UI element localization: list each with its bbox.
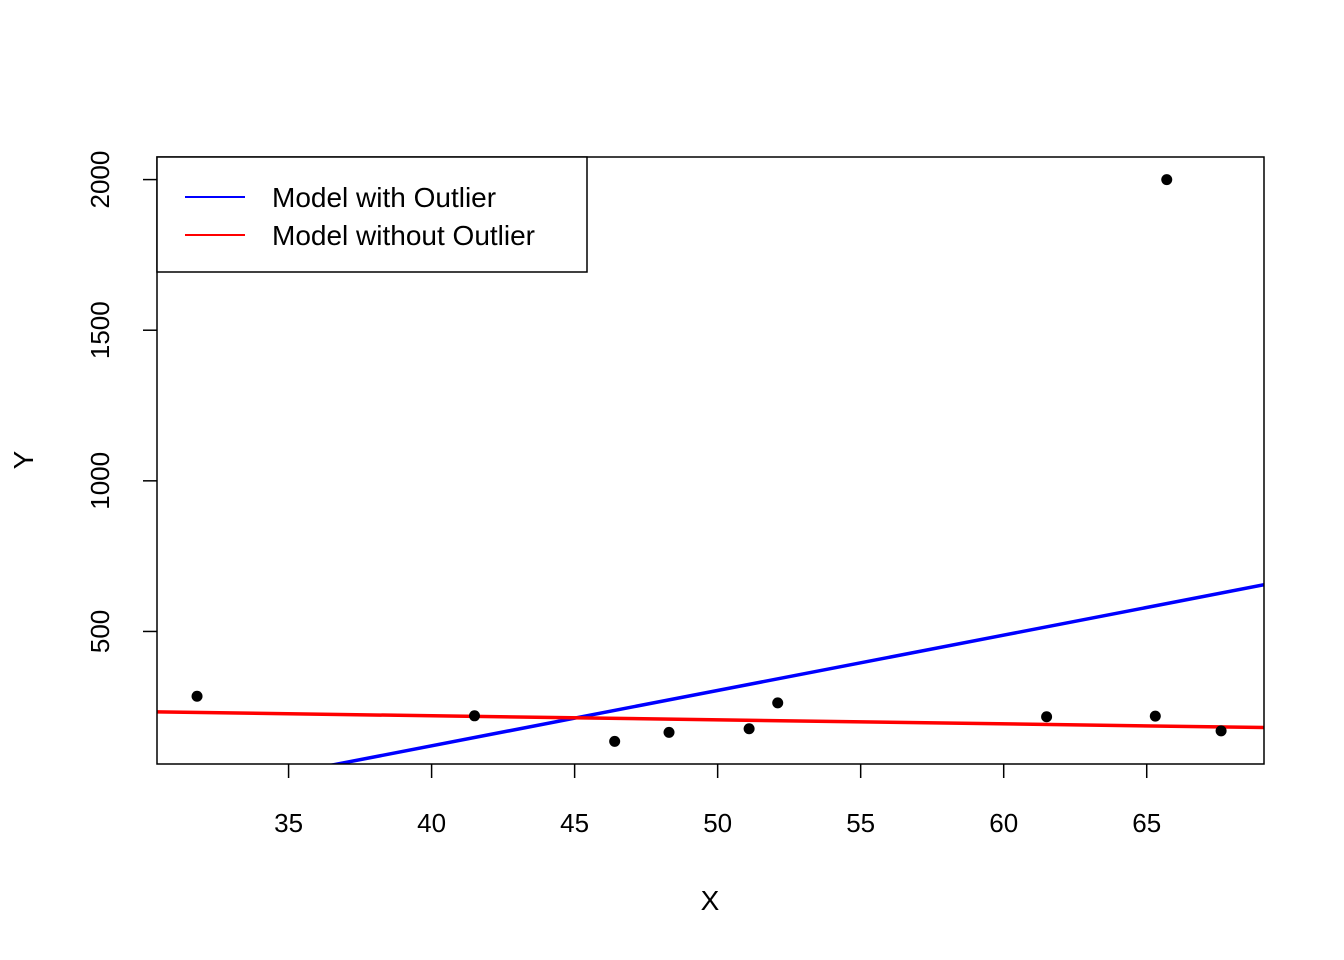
data-point — [191, 690, 203, 702]
data-point — [663, 726, 675, 738]
x-tick-label: 65 — [1132, 808, 1161, 838]
x-axis: 35 40 45 50 55 60 65 — [274, 764, 1161, 838]
series-layer — [157, 583, 1264, 764]
data-point — [743, 723, 755, 735]
x-tick-label: 50 — [703, 808, 732, 838]
legend-label-with-outlier: Model with Outlier — [272, 182, 496, 213]
data-point — [1041, 711, 1053, 723]
series-line-1 — [157, 710, 1264, 730]
y-axis-label: Y — [8, 450, 39, 469]
legend-label-without-outlier: Model without Outlier — [272, 220, 535, 251]
y-tick-label: 1000 — [85, 452, 115, 510]
x-tick-label: 45 — [560, 808, 589, 838]
y-axis: 500 1000 1500 2000 — [85, 151, 157, 653]
y-tick-label: 2000 — [85, 151, 115, 209]
data-point — [1215, 725, 1227, 737]
y-tick-label: 1500 — [85, 301, 115, 359]
data-point — [1161, 174, 1173, 186]
x-axis-label: X — [701, 885, 720, 916]
legend-box — [156, 156, 588, 273]
series-line-0 — [328, 583, 1264, 764]
x-tick-label: 60 — [989, 808, 1018, 838]
x-tick-label: 40 — [417, 808, 446, 838]
x-tick-label: 55 — [846, 808, 875, 838]
data-point — [1149, 710, 1161, 722]
data-point — [469, 710, 481, 722]
points-layer — [191, 174, 1227, 747]
plot-frame — [156, 156, 1265, 765]
y-tick-label: 500 — [85, 610, 115, 653]
data-point — [772, 697, 784, 709]
legend: Model with Outlier Model without Outlier — [156, 156, 588, 273]
x-tick-label: 35 — [274, 808, 303, 838]
data-point — [609, 735, 621, 747]
